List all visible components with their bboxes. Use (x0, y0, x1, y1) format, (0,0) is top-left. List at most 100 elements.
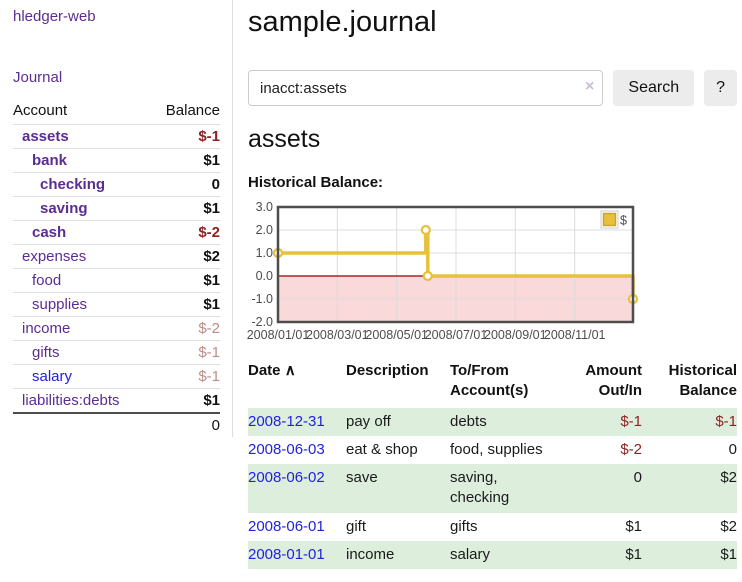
account-link-liabilities-debts[interactable]: liabilities:debts (22, 392, 120, 409)
transaction-amount: $-1 (562, 407, 642, 436)
historical-balance-chart: $ 3.0 2.0 1.0 0.0 -1.0 -2.0 2008/01/01 2… (247, 199, 640, 347)
search-input[interactable] (248, 70, 604, 106)
account-link-saving[interactable]: saving (40, 200, 88, 217)
transaction-date-link[interactable]: 2008-01-01 (248, 545, 325, 563)
account-balance: $-2 (150, 316, 220, 341)
transaction-balance: $-1 (642, 407, 737, 436)
transaction-accounts: debts (450, 407, 562, 436)
search-bar: × Search ? (248, 70, 737, 106)
account-balance: 0 (150, 172, 220, 197)
account-balance-table: Account Balance assets $-1 bank $1 check… (13, 99, 220, 437)
account-balance: $1 (150, 388, 220, 413)
account-row: bank $1 (13, 148, 220, 173)
svg-text:-1.0: -1.0 (251, 292, 273, 306)
transaction-row: 2008-12-31 pay off debts $-1 $-1 (248, 407, 737, 436)
svg-text:2008/07/01: 2008/07/01 (425, 328, 488, 342)
clear-search-icon[interactable]: × (585, 78, 595, 95)
transaction-accounts: food, supplies (450, 440, 543, 458)
transaction-balance: $2 (642, 464, 737, 513)
transaction-amount: 0 (562, 464, 642, 513)
search-button[interactable]: Search (613, 70, 695, 106)
account-row: income $-2 (13, 316, 220, 341)
account-balance: $1 (150, 268, 220, 293)
account-balance: $1 (150, 292, 220, 317)
account-link-salary[interactable]: salary (32, 368, 73, 385)
svg-text:1.0: 1.0 (256, 246, 273, 260)
balance-column-header: Historical Balance (668, 362, 737, 400)
transaction-accounts: saving, checking (450, 464, 562, 513)
account-table-header: Account Balance (13, 99, 220, 125)
account-row: assets $-1 (13, 124, 220, 149)
account-link-cash[interactable]: cash (32, 224, 67, 241)
transaction-date-link[interactable]: 2008-06-01 (248, 517, 325, 535)
svg-text:2008/11/01: 2008/11/01 (544, 328, 606, 342)
svg-text:2008/05/01: 2008/05/01 (365, 328, 428, 342)
account-row: expenses $2 (13, 244, 220, 269)
svg-text:-2.0: -2.0 (251, 315, 273, 329)
sidebar: hledger-web Journal Account Balance asse… (0, 0, 233, 437)
account-link-expenses[interactable]: expenses (22, 248, 87, 265)
account-link-income[interactable]: income (22, 320, 71, 337)
brand-link[interactable]: hledger-web (13, 8, 96, 25)
chart-legend: $ (600, 210, 627, 229)
page-title: sample.journal (248, 6, 437, 38)
chart-title: Historical Balance: (248, 174, 384, 191)
svg-text:0.0: 0.0 (256, 269, 273, 283)
transaction-date-link[interactable]: 2008-12-31 (248, 412, 325, 430)
transaction-register-table: Date ∧ Description To/From Account(s) Am… (248, 361, 737, 569)
account-heading: assets (248, 125, 321, 153)
account-row: saving $1 (13, 196, 220, 221)
account-row: food $1 (13, 268, 220, 293)
transaction-row: 2008-06-03 eat & shop food, supplies $-2… (248, 436, 737, 464)
transaction-balance: $1 (642, 540, 737, 569)
account-link-food[interactable]: food (32, 272, 62, 289)
account-balance: $-1 (150, 364, 220, 389)
transaction-description: gift (346, 517, 367, 535)
account-balance: $1 (150, 196, 220, 221)
transaction-date-link[interactable]: 2008-06-03 (248, 440, 325, 458)
help-button[interactable]: ? (704, 70, 737, 106)
legend-swatch-icon (602, 212, 617, 227)
sort-ascending-icon: ∧ (284, 362, 296, 379)
account-row: cash $-2 (13, 220, 220, 245)
account-balance: $1 (150, 148, 220, 173)
transaction-amount: $-2 (620, 440, 642, 458)
transaction-amount: $1 (625, 517, 642, 535)
account-balance: $-2 (150, 220, 220, 245)
account-link-bank[interactable]: bank (32, 152, 68, 169)
transaction-balance: $2 (720, 517, 737, 535)
account-total-value: 0 (150, 412, 220, 437)
amount-column-header: Amount Out/In (585, 362, 642, 400)
main-content: sample.journal × Search ? assets Histori… (233, 0, 742, 569)
account-balance: $-1 (150, 340, 220, 365)
account-column-header: To/From Account(s) (450, 362, 529, 400)
transaction-description: eat & shop (346, 440, 418, 458)
account-row: salary $-1 (13, 364, 220, 389)
account-total-row: 0 (13, 412, 220, 437)
account-link-supplies[interactable]: supplies (32, 296, 88, 313)
transaction-row: 2008-01-01 income salary $1 $1 (248, 540, 737, 569)
account-balance: $-1 (150, 124, 220, 149)
account-column-header: Account (13, 102, 68, 119)
svg-text:2008/09/01: 2008/09/01 (484, 328, 547, 342)
transaction-balance: 0 (728, 440, 737, 458)
sidebar-item-journal[interactable]: Journal (13, 69, 63, 86)
transaction-amount: $1 (562, 540, 642, 569)
data-point-markers (272, 224, 639, 305)
register-header-row: Date ∧ Description To/From Account(s) Am… (248, 361, 737, 408)
svg-text:2008/01/01: 2008/01/01 (247, 328, 310, 342)
transaction-date-link[interactable]: 2008-06-02 (248, 469, 325, 486)
date-column-header[interactable]: Date ∧ (248, 362, 296, 379)
description-column-header: Description (346, 362, 429, 379)
account-row: supplies $1 (13, 292, 220, 317)
account-row: liabilities:debts $1 (13, 388, 220, 413)
account-row: checking 0 (13, 172, 220, 197)
chart-canvas: $ 3.0 2.0 1.0 0.0 -1.0 -2.0 2008/01/01 2… (247, 200, 639, 342)
svg-text:2.0: 2.0 (256, 223, 273, 237)
transaction-description: income (346, 540, 450, 569)
account-balance: $2 (150, 244, 220, 269)
account-link-assets[interactable]: assets (22, 128, 69, 145)
account-link-checking[interactable]: checking (40, 176, 106, 193)
account-link-gifts[interactable]: gifts (32, 344, 60, 361)
x-axis-labels: 2008/01/01 2008/03/01 2008/05/01 2008/07… (247, 328, 606, 342)
